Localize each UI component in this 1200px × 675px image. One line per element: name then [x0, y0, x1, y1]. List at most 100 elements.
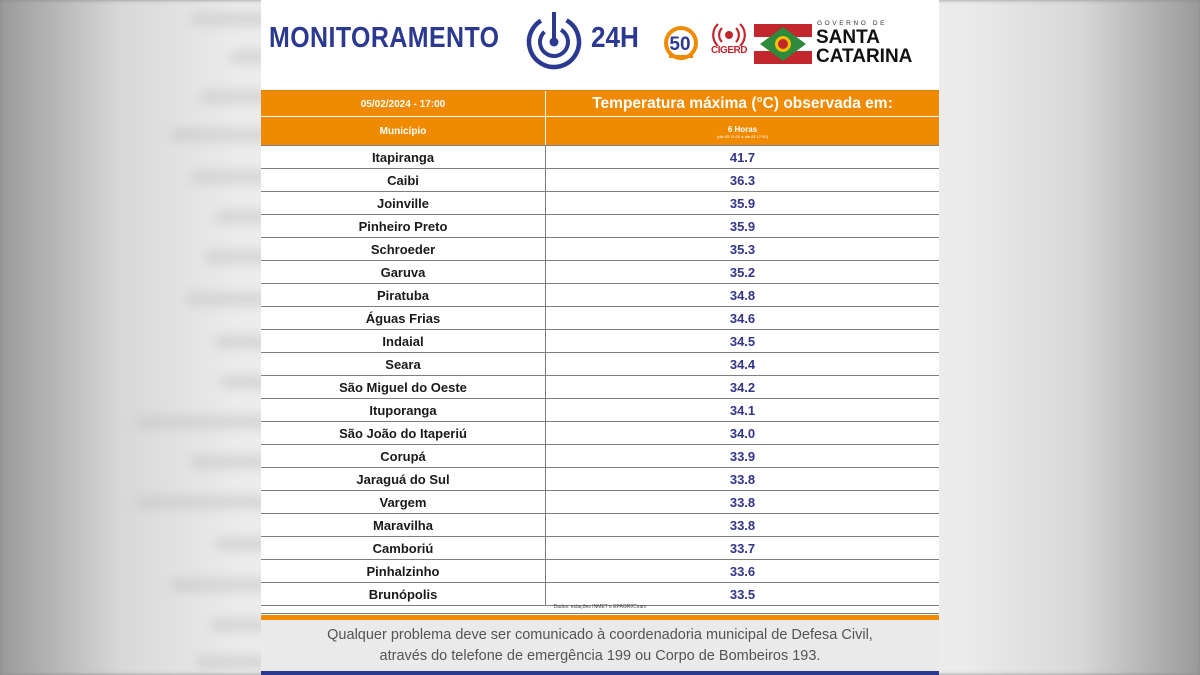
temperature-cell: 33.9	[729, 448, 756, 464]
temperature-cell: 34.6	[729, 310, 756, 326]
table-row: São João do Itaperiú 34.0	[261, 422, 939, 445]
blurred-shape	[170, 578, 270, 592]
table-row: Águas Frias 34.6	[261, 307, 939, 330]
divider	[261, 613, 939, 614]
temperature-cell: 35.3	[729, 241, 756, 257]
table-row: Seara 34.4	[261, 353, 939, 376]
state-name-line1: SANTA	[816, 27, 881, 48]
column-divider	[545, 422, 546, 444]
temperature-cell: 34.2	[729, 379, 756, 395]
blurred-shape	[230, 50, 270, 64]
period-range: (dia 05 11:00 a dia 05 17:00)	[717, 133, 768, 139]
municipio-cell: Joinville	[376, 195, 430, 211]
municipio-cell: São João do Itaperiú	[339, 425, 467, 441]
municipio-cell: Piratuba	[376, 287, 429, 303]
monitoring-card: MONITORAMENTO 24H 50 CIGERD	[261, 0, 939, 675]
table-row: Corupá 33.9	[261, 445, 939, 468]
blurred-shape	[190, 455, 270, 469]
municipio-cell: Brunópolis	[368, 586, 438, 602]
column-divider	[545, 330, 546, 352]
column-divider	[545, 514, 546, 536]
table-row: Maravilha 33.8	[261, 514, 939, 537]
table-header-row-2: Município 6 Horas (dia 05 11:00 a dia 05…	[261, 116, 939, 146]
municipio-cell: Ituporanga	[369, 402, 437, 418]
target-icon	[526, 12, 582, 70]
column-divider	[545, 215, 546, 237]
source-note: Dados: estações INMET e EPAGRI/Ciram	[553, 604, 647, 610]
table-body: Itapiranga 41.7 Caibi 36.3 Joinville 35.9 Pinh…	[261, 145, 939, 606]
blurred-shape	[190, 170, 270, 184]
anniversary-50-logo: 50	[664, 26, 698, 60]
datetime-label: 05/02/2024 - 17:00	[360, 98, 446, 110]
temperature-cell: 34.8	[729, 287, 756, 303]
table-row: Brunópolis 33.5	[261, 583, 939, 606]
municipio-cell: Indaial	[382, 333, 424, 349]
table-row: Pinhalzinho 33.6	[261, 560, 939, 583]
column-divider	[545, 445, 546, 467]
table-row: Garuva 35.2	[261, 261, 939, 284]
municipio-cell: Vargem	[379, 494, 427, 510]
blurred-shape	[135, 415, 270, 429]
temperature-cell: 34.4	[729, 356, 756, 372]
column-divider	[545, 399, 546, 421]
municipio-cell: Itapiranga	[371, 149, 435, 165]
column-divider	[545, 560, 546, 582]
blurred-shape	[135, 495, 270, 509]
temperature-cell: 34.0	[729, 425, 756, 441]
column-divider	[545, 91, 546, 117]
column-divider	[545, 238, 546, 260]
column-divider	[545, 468, 546, 490]
temperature-cell: 33.8	[729, 517, 756, 533]
table-title: Temperatura máxima (°C) observada em:	[592, 95, 893, 112]
blurred-shape	[205, 250, 270, 264]
column-divider	[545, 491, 546, 513]
table-row: Itapiranga 41.7	[261, 145, 939, 169]
brand-title: MONITORAMENTO	[269, 22, 500, 54]
temperature-cell: 33.7	[729, 540, 756, 556]
state-name-line2: CATARINA	[816, 46, 913, 67]
table-title-cell: Temperatura máxima (°C) observada em:	[546, 91, 939, 117]
column-header-period: 6 Horas (dia 05 11:00 a dia 05 17:00)	[546, 117, 939, 146]
temperature-cell: 36.3	[729, 172, 756, 188]
municipio-cell: Jaraguá do Sul	[356, 471, 450, 487]
municipio-cell: Pinhalzinho	[366, 563, 440, 579]
municipio-cell: Corupá	[380, 448, 426, 464]
table-row: Vargem 33.8	[261, 491, 939, 514]
column-divider	[545, 537, 546, 559]
temperature-cell: 34.1	[729, 402, 756, 418]
column-divider	[545, 583, 546, 605]
table-row: São Miguel do Oeste 34.2	[261, 376, 939, 399]
temperature-cell: 35.2	[729, 264, 756, 280]
blurred-shape	[220, 375, 270, 389]
table-row: Jaraguá do Sul 33.8	[261, 468, 939, 491]
table-row: Indaial 34.5	[261, 330, 939, 353]
column-divider	[545, 146, 546, 168]
column-divider	[545, 284, 546, 306]
temperature-cell: 33.8	[729, 494, 756, 510]
temperature-cell: 35.9	[729, 195, 756, 211]
logo50-text: 50	[669, 34, 690, 55]
header: MONITORAMENTO 24H 50 CIGERD	[261, 0, 939, 90]
santa-catarina-flag	[754, 24, 812, 64]
table-row: Piratuba 34.8	[261, 284, 939, 307]
temperature-cell: 41.7	[729, 149, 756, 165]
municipio-cell: Garuva	[380, 264, 426, 280]
blurred-shape	[210, 618, 270, 632]
blurred-shape	[185, 292, 270, 306]
municipio-cell: Camboriú	[372, 540, 434, 556]
footer: Qualquer problema deve ser comunicado à …	[261, 620, 939, 675]
table-row: Pinheiro Preto 35.9	[261, 215, 939, 238]
municipio-cell: Seara	[385, 356, 421, 372]
government-label: GOVERNO DE	[817, 20, 888, 27]
cigerd-logo: CIGERD	[709, 20, 749, 66]
blurred-shape	[200, 90, 270, 104]
orange-stripe	[261, 615, 939, 620]
municipio-cell: Pinheiro Preto	[358, 218, 448, 234]
cigerd-label: CIGERD	[711, 45, 747, 56]
table-row: Camboriú 33.7	[261, 537, 939, 560]
footer-line-2: através do telefone de emergência 199 ou…	[379, 648, 821, 664]
footer-line-1: Qualquer problema deve ser comunicado à …	[327, 627, 873, 643]
municipio-cell: São Miguel do Oeste	[339, 379, 467, 395]
brand-24h: 24H	[591, 22, 639, 54]
column-divider	[545, 117, 546, 146]
